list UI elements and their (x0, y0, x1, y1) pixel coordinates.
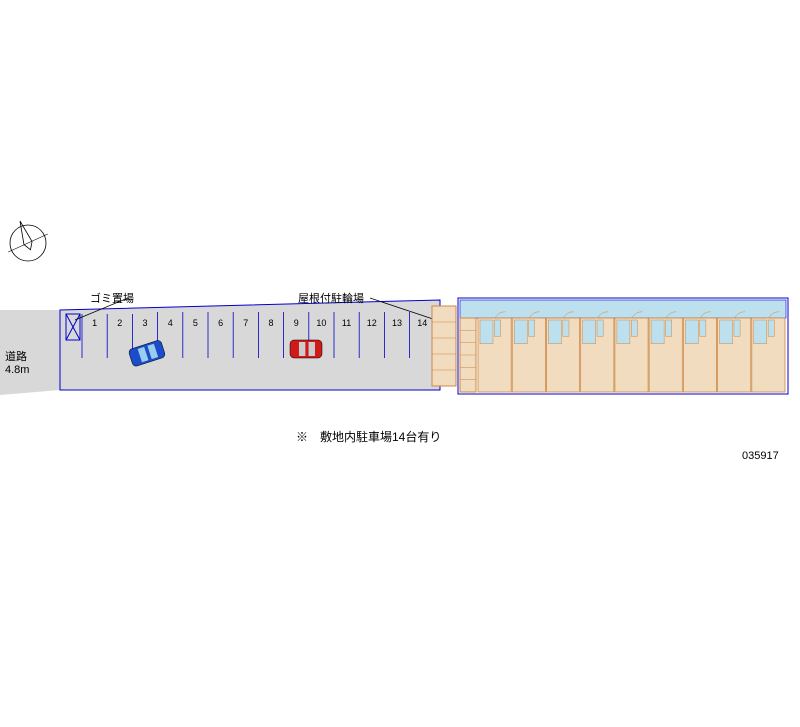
svg-text:13: 13 (392, 318, 402, 328)
svg-text:3: 3 (142, 318, 147, 328)
svg-text:11: 11 (342, 318, 351, 328)
note-text: ※ 敷地内駐車場14台有り (296, 428, 441, 445)
site-plan: 1234567891011121314 (0, 0, 800, 727)
garbage-label: ゴミ置場 (90, 290, 134, 306)
map-id: 035917 (742, 450, 779, 462)
svg-text:14: 14 (417, 318, 427, 328)
svg-text:5: 5 (193, 318, 198, 328)
svg-text:8: 8 (268, 318, 273, 328)
svg-text:6: 6 (218, 318, 223, 328)
svg-text:7: 7 (243, 318, 248, 328)
svg-text:4: 4 (168, 318, 173, 328)
svg-text:10: 10 (316, 318, 326, 328)
svg-text:2: 2 (117, 318, 122, 328)
svg-text:12: 12 (367, 318, 377, 328)
svg-text:9: 9 (294, 318, 299, 328)
svg-text:1: 1 (92, 318, 97, 328)
road-label: 道路 4.8m (5, 348, 29, 376)
bike-parking-label: 屋根付駐輪場 (298, 290, 364, 306)
